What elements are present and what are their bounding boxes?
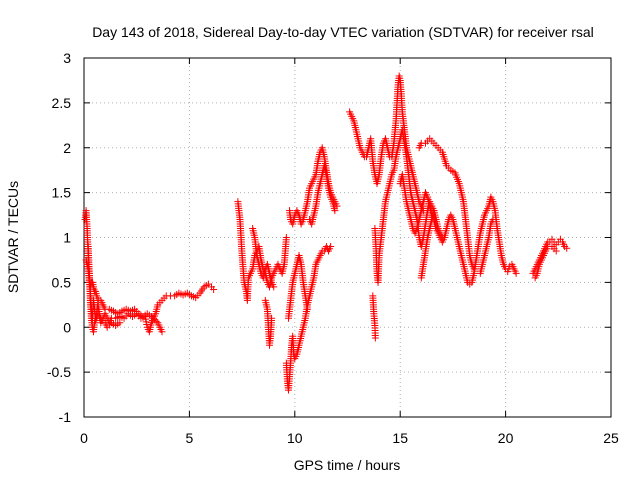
data-point <box>371 334 379 342</box>
x-tick-label: 15 <box>392 430 408 446</box>
y-tick-label: -1 <box>59 409 72 425</box>
chart-title: Day 143 of 2018, Sidereal Day-to-day VTE… <box>92 24 594 40</box>
data-point <box>512 269 520 277</box>
data-point <box>470 265 478 273</box>
x-tick-label: 5 <box>186 430 194 446</box>
y-tick-label: -0.5 <box>47 364 71 380</box>
data-point <box>430 207 438 215</box>
data-point <box>282 234 290 241</box>
y-axis-label: SDTVAR / TECUs <box>5 181 21 293</box>
data-point <box>116 319 124 327</box>
data-point <box>270 283 278 291</box>
data-point <box>331 207 339 215</box>
data-point <box>303 305 311 313</box>
data-point <box>158 328 166 336</box>
data-point <box>210 286 218 294</box>
y-tick-label: 2 <box>63 140 71 156</box>
data-point <box>327 242 335 250</box>
y-tick-label: 1 <box>63 230 71 246</box>
x-tick-label: 20 <box>498 430 514 446</box>
data-point <box>268 314 276 322</box>
y-tick-label: 3 <box>63 50 71 66</box>
y-tick-labels: -1 -0.5 0 0.5 1 1.5 2 2.5 3 <box>47 50 71 425</box>
x-tick-label: 0 <box>80 430 88 446</box>
data-point <box>152 317 160 325</box>
x-tick-label: 25 <box>603 430 619 446</box>
data-point <box>489 216 497 224</box>
x-tick-labels: 0 5 10 15 20 25 <box>80 430 619 446</box>
data-point <box>552 247 560 255</box>
x-tick-label: 10 <box>287 430 303 446</box>
data-point <box>147 312 155 320</box>
y-tick-label: 0 <box>63 319 71 335</box>
data-points <box>81 72 571 394</box>
axis-ticks <box>83 57 612 418</box>
data-point <box>563 244 571 252</box>
y-tick-label: 0.5 <box>52 274 72 290</box>
data-point <box>149 314 157 322</box>
y-tick-label: 2.5 <box>52 95 72 111</box>
y-tick-label: 1.5 <box>52 185 72 201</box>
data-point <box>151 316 159 324</box>
x-axis-label: GPS time / hours <box>294 457 401 473</box>
